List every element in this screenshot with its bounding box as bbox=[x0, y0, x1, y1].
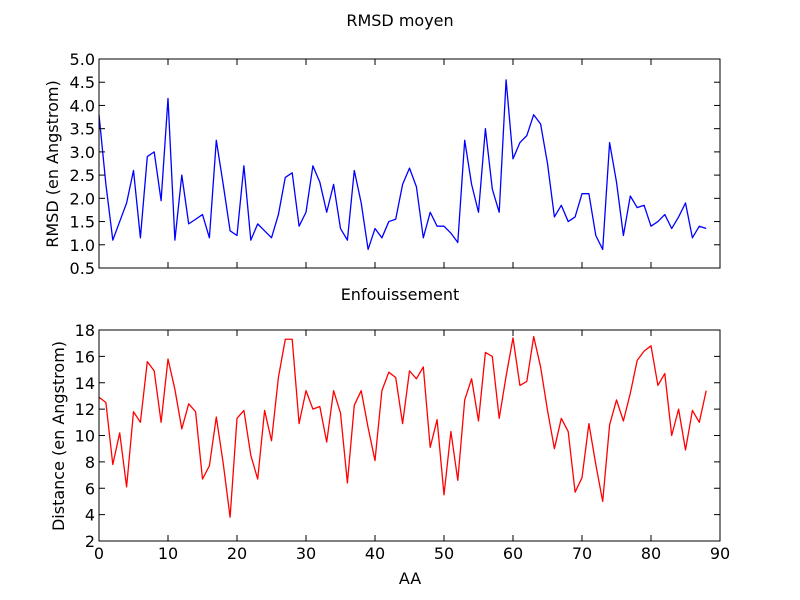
rmsd-y-axis-label: RMSD (en Angstrom) bbox=[43, 80, 62, 248]
enfouissement-y-tick-label: 18 bbox=[75, 321, 95, 340]
enfouissement-x-tick-label: 50 bbox=[434, 544, 454, 563]
enfouissement-y-tick-label: 12 bbox=[75, 400, 95, 419]
enfouissement-y-tick-label: 4 bbox=[85, 506, 95, 525]
rmsd-series-line bbox=[98, 79, 707, 251]
rmsd-y-tick-label: 4.0 bbox=[70, 96, 95, 115]
enfouissement-x-tick-label: 60 bbox=[503, 544, 523, 563]
enfouissement-x-tick-label: 30 bbox=[296, 544, 316, 563]
rmsd-chart-title: RMSD moyen bbox=[346, 11, 453, 30]
rmsd-y-tick-label: 5.0 bbox=[70, 50, 95, 69]
rmsd-y-tick-label: 2.5 bbox=[70, 166, 95, 185]
enfouissement-x-tick-label: 70 bbox=[572, 544, 592, 563]
rmsd-y-tick-label: 4.5 bbox=[70, 73, 95, 92]
enfouissement-x-tick-label: 80 bbox=[641, 544, 661, 563]
enfouissement-y-tick-label: 10 bbox=[75, 427, 95, 446]
enfouissement-y-tick-label: 16 bbox=[75, 347, 95, 366]
rmsd-y-tick-label: 2.0 bbox=[70, 189, 95, 208]
enfouissement-subplot: Enfouissement 2 4 6 8 10 12 14 16 18 0 10 20 30 40 50… bbox=[49, 285, 730, 588]
enfouissement-x-tick-label: 10 bbox=[158, 544, 178, 563]
rmsd-y-tick-label: 0.5 bbox=[70, 259, 95, 278]
enfouissement-chart-title: Enfouissement bbox=[341, 285, 460, 304]
rmsd-y-tick-label: 1.0 bbox=[70, 236, 95, 255]
enfouissement-y-tick-label: 2 bbox=[85, 532, 95, 551]
rmsd-series-group bbox=[98, 79, 707, 251]
rmsd-y-tick-label: 1.5 bbox=[70, 213, 95, 232]
enfouissement-x-tick-label: 40 bbox=[365, 544, 385, 563]
enfouissement-x-axis-label: AA bbox=[399, 569, 421, 588]
enfouissement-x-tick-label: 0 bbox=[94, 544, 104, 563]
enfouissement-series-group bbox=[98, 335, 707, 518]
enfouissement-series-line bbox=[98, 335, 707, 518]
rmsd-y-tick-label: 3.5 bbox=[70, 120, 95, 139]
enfouissement-x-tick-label: 90 bbox=[710, 544, 730, 563]
enfouissement-y-axis-label: Distance (en Angstrom) bbox=[49, 341, 68, 531]
rmsd-x-ticks bbox=[98, 59, 721, 268]
rmsd-y-tick-label: 3.0 bbox=[70, 143, 95, 162]
enfouissement-x-tick-label: 20 bbox=[227, 544, 247, 563]
enfouissement-y-tick-label: 6 bbox=[85, 479, 95, 498]
rmsd-y-ticks: 0.5 1.0 1.5 2.0 2.5 3.0 3.5 4.0 4.5 5.0 bbox=[70, 50, 720, 278]
enfouissement-y-tick-label: 14 bbox=[75, 374, 95, 393]
enfouissement-x-ticks: 0 10 20 30 40 50 60 70 80 90 bbox=[94, 330, 730, 563]
enfouissement-y-ticks: 2 4 6 8 10 12 14 16 18 bbox=[75, 321, 720, 551]
rmsd-subplot: RMSD moyen 0.5 1.0 1.5 2.0 2.5 3.0 3.5 4.0 4.5 5.… bbox=[43, 11, 721, 278]
rmsd-plot-frame bbox=[98, 58, 721, 269]
enfouissement-y-tick-label: 8 bbox=[85, 453, 95, 472]
